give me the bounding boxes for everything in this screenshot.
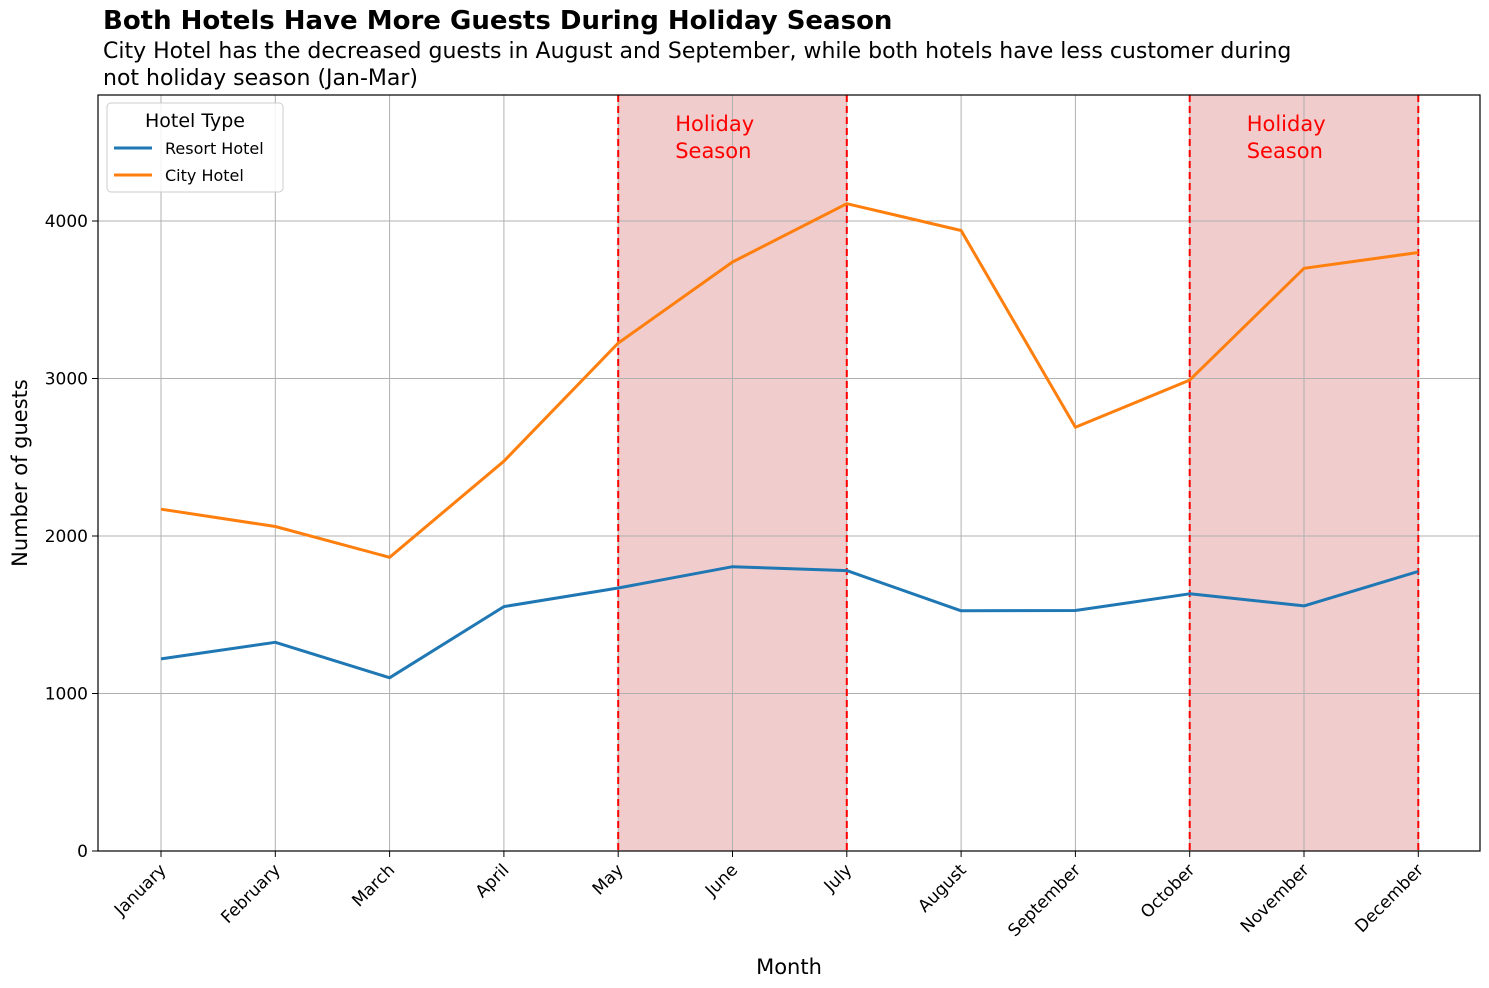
- legend-box: [106, 102, 284, 193]
- x-axis-ticks: January February March April May June July Augu…: [110, 851, 1428, 941]
- series-line-city-hotel: [160, 202, 1419, 559]
- legend-entry: City Hotel: [165, 166, 244, 185]
- series-line-resort-hotel: [160, 565, 1419, 680]
- x-tick-label: May: [589, 860, 628, 899]
- x-tick-label: July: [820, 860, 856, 896]
- series-layer: [160, 202, 1419, 680]
- holiday-annotations: Holiday Season Holiday Season: [675, 112, 1325, 163]
- holiday-label: Holiday: [675, 112, 754, 136]
- legend-entry: Resort Hotel: [165, 139, 264, 158]
- holiday-label: Season: [1247, 139, 1323, 163]
- x-tick-label: June: [701, 860, 742, 901]
- holiday-label: Holiday: [1247, 112, 1326, 136]
- holiday-shading-layer: [618, 95, 1419, 851]
- holiday-label: Season: [675, 139, 751, 163]
- y-tick-label: 3000: [45, 370, 88, 390]
- x-tick-label: August: [914, 860, 970, 916]
- y-axis-ticks: 0 1000 2000 3000 4000: [45, 212, 98, 862]
- chart-subtitle: City Hotel has the decreased guests in A…: [103, 39, 1292, 91]
- chart-title: Both Hotels Have More Guests During Holi…: [103, 6, 893, 36]
- y-tick-label: 0: [77, 842, 88, 862]
- legend: Hotel Type Resort Hotel City Hotel: [106, 102, 284, 193]
- y-tick-label: 1000: [45, 685, 88, 705]
- plot-frame: [97, 94, 1481, 852]
- x-tick-label: September: [1004, 860, 1085, 941]
- legend-title: Hotel Type: [145, 110, 245, 132]
- y-tick-label: 4000: [45, 212, 88, 232]
- x-tick-label: December: [1351, 860, 1427, 936]
- x-tick-label: March: [348, 860, 399, 911]
- holiday-boundary-lines: [617, 95, 1420, 851]
- legend-items: Resort Hotel City Hotel: [114, 139, 264, 185]
- x-tick-label: February: [217, 860, 284, 927]
- y-tick-label: 2000: [45, 527, 88, 547]
- x-tick-label: October: [1137, 860, 1199, 922]
- x-axis-label: Month: [756, 955, 822, 979]
- x-tick-label: November: [1237, 860, 1314, 937]
- x-tick-label: April: [472, 860, 514, 902]
- y-axis-label: Number of guests: [8, 379, 32, 567]
- x-tick-label: January: [110, 860, 170, 920]
